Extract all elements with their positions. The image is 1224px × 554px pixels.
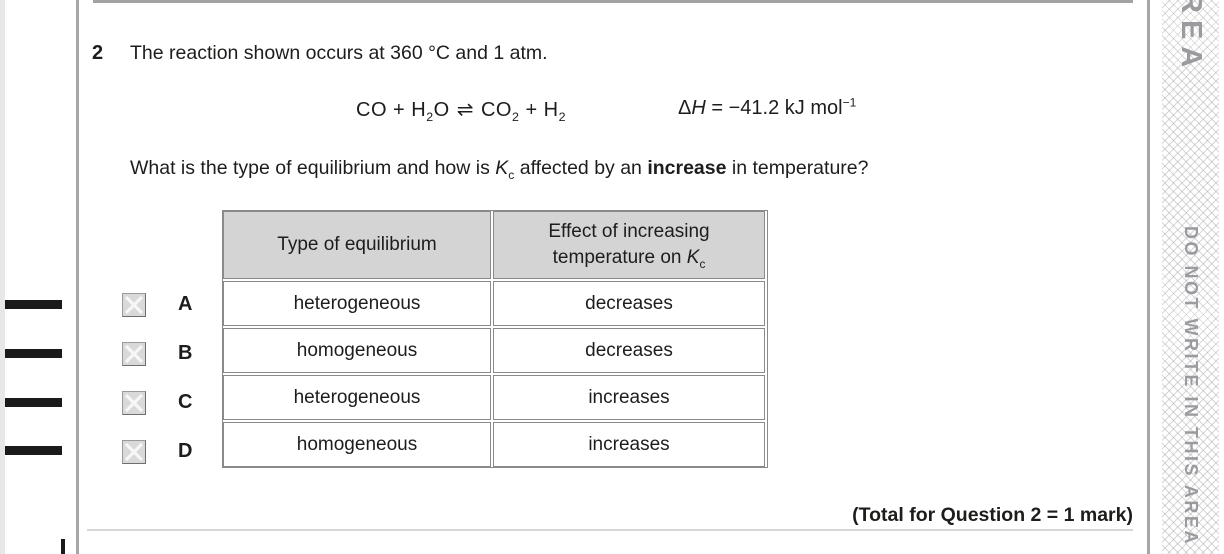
option-row-c: C: [122, 379, 222, 426]
table-cell-effect-d: increases: [493, 422, 765, 467]
table-cell-effect-a: decreases: [493, 281, 765, 326]
answer-box-d[interactable]: [122, 439, 146, 464]
table-cell-type-c: heterogeneous: [223, 375, 491, 420]
equation-reactants: CO + H: [356, 99, 427, 121]
prompt-text: What is the type of equilibrium and how …: [130, 157, 496, 179]
x-mark-icon: [124, 393, 144, 412]
answer-box-b[interactable]: [122, 341, 146, 366]
equation-text: O: [433, 99, 450, 121]
kc-symbol: K: [686, 247, 700, 268]
table-header-type: Type of equilibrium: [223, 211, 491, 279]
question-intro: The reaction shown occurs at 360 °C and …: [130, 42, 548, 64]
option-row-a: A: [122, 281, 222, 328]
page-left-edge: [0, 0, 5, 554]
subscript: 2: [426, 110, 434, 124]
subscript: 2: [558, 110, 567, 124]
option-letter: C: [178, 391, 193, 413]
page-right-border-line: [1147, 0, 1150, 554]
page-left-border-line: [76, 0, 79, 554]
question-prompt: What is the type of equilibrium and how …: [130, 157, 869, 182]
corner-mark: [61, 539, 65, 554]
prompt-text: affected by an: [514, 157, 648, 179]
subscript: 2: [511, 110, 520, 124]
prompt-bold-increase: increase: [647, 157, 727, 179]
option-letter: D: [178, 440, 193, 462]
table-header-effect-line2: temperature on Kc: [552, 247, 706, 271]
table-cell-effect-c: increases: [493, 375, 765, 420]
equation-text: + H: [519, 99, 559, 121]
question-total-marks: (Total for Question 2 = 1 mark): [852, 504, 1133, 526]
table-header-effect-line1: Effect of increasing: [548, 221, 710, 243]
x-mark-icon: [124, 295, 144, 314]
option-letter: B: [178, 342, 193, 364]
enthalpy-change: ΔH = −41.2 kJ mol−1: [678, 95, 857, 120]
question-number: 2: [92, 42, 104, 64]
prompt-text: in temperature?: [726, 157, 869, 179]
enthalpy-value: = −41.2 kJ mol: [705, 97, 843, 119]
subscript: c: [508, 167, 515, 182]
table-cell-type-b: homogeneous: [223, 328, 491, 373]
answer-box-a[interactable]: [122, 292, 146, 317]
x-mark-icon: [124, 442, 144, 461]
x-mark-icon: [124, 344, 144, 363]
option-letter: A: [178, 293, 193, 315]
binding-mark: [5, 398, 62, 407]
subscript: c: [699, 257, 706, 271]
option-row-d: D: [122, 428, 222, 475]
kc-symbol: K: [495, 157, 509, 179]
options-table: Type of equilibrium Effect of increasing…: [222, 210, 768, 468]
table-cell-type-d: homogeneous: [223, 422, 491, 467]
answer-box-c[interactable]: [122, 390, 146, 415]
do-not-write-text: DO NOT WRITE IN THIS AREA: [1181, 226, 1201, 546]
chemical-equation: CO + H2O ⇌ CO2 + H2: [356, 97, 567, 124]
binding-mark: [5, 349, 62, 358]
option-row-b: B: [122, 330, 222, 377]
do-not-write-text-partial: REA: [1175, 0, 1207, 75]
equilibrium-arrow-icon: ⇌: [456, 99, 474, 121]
binding-mark: [5, 446, 62, 455]
equation-products: CO: [480, 99, 512, 121]
do-not-write-band: REA DO NOT WRITE IN THIS AREA: [1162, 0, 1219, 554]
binding-mark: [5, 300, 62, 309]
delta-symbol: Δ: [678, 97, 692, 119]
superscript: −1: [842, 95, 857, 110]
page-top-rule: [93, 0, 1133, 3]
question-bottom-rule: [87, 529, 1133, 531]
table-cell-type-a: heterogeneous: [223, 281, 491, 326]
table-header-effect: Effect of increasing temperature on Kc: [493, 211, 765, 279]
table-cell-effect-b: decreases: [493, 328, 765, 373]
enthalpy-h: H: [691, 97, 706, 119]
